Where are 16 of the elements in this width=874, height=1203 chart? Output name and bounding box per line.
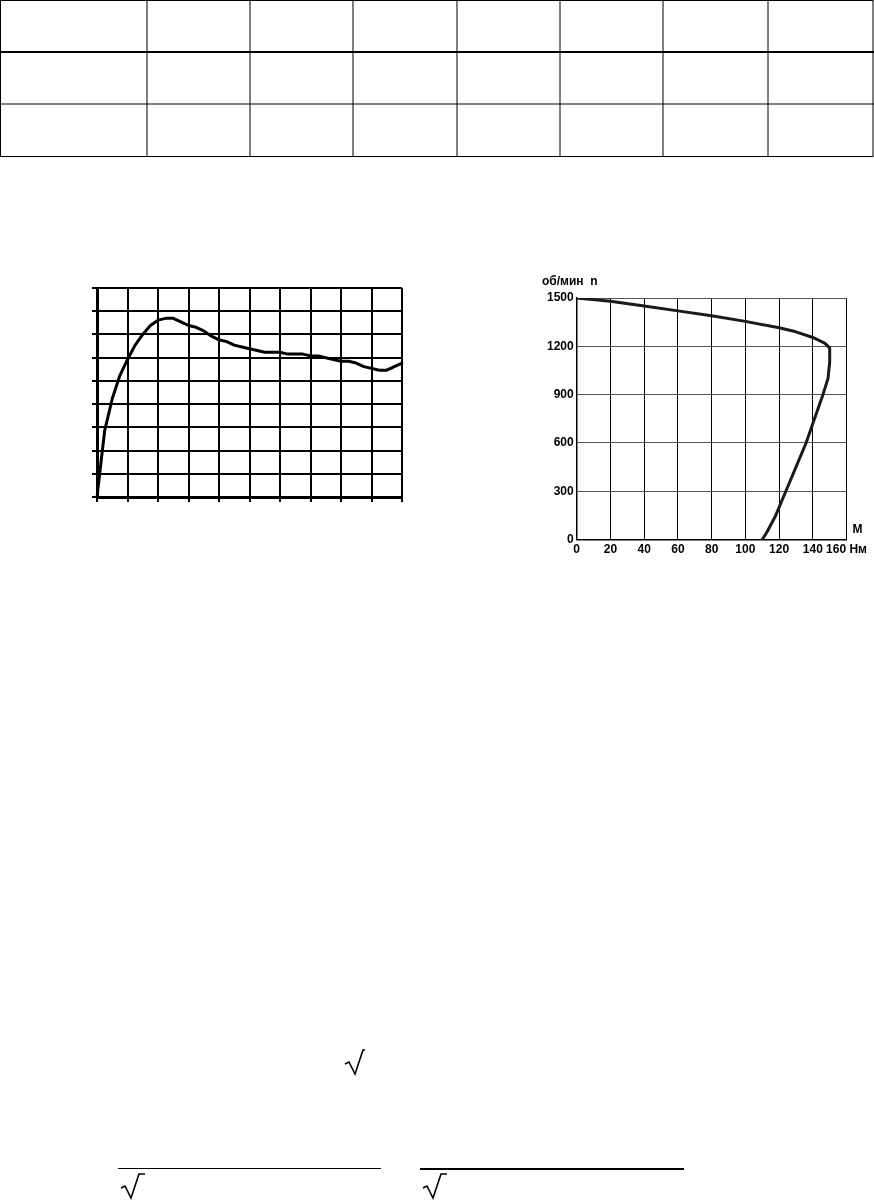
y-tick-label: 1200 — [546, 338, 575, 353]
x-tick-label: 140 — [802, 542, 824, 557]
x-tick-label: 60 — [671, 542, 685, 557]
y-tick-label: 0 — [567, 531, 575, 546]
x-tick-label: 100 — [735, 542, 756, 557]
y-tick-label: 600 — [553, 435, 575, 450]
x-tick-label: 20 — [603, 542, 618, 557]
x-tick-label: 40 — [637, 542, 652, 557]
y-axis-title: об/мин n — [542, 274, 598, 289]
y-tick-label: 900 — [553, 386, 575, 401]
x-tick-label: 80 — [704, 542, 719, 557]
y-tick-label: 1500 — [546, 290, 575, 305]
x-axis-title: М — [852, 521, 863, 536]
x-tick-label: 160 Нм — [826, 542, 868, 557]
x-tick-label: 120 — [769, 542, 790, 557]
y-tick-label: 300 — [553, 483, 575, 498]
